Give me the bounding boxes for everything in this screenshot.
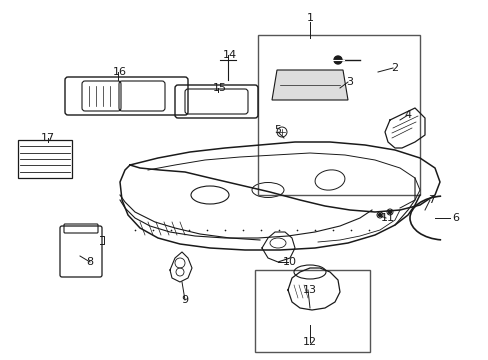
Text: 7: 7 [427, 195, 435, 205]
Bar [258, 35, 419, 195]
Text: 13: 13 [303, 285, 316, 295]
Bar [18, 140, 72, 178]
Circle shape [387, 211, 391, 213]
Text: 6: 6 [451, 213, 459, 223]
Text: 16: 16 [113, 67, 127, 77]
Text: 12: 12 [303, 337, 316, 347]
Text: 3: 3 [346, 77, 353, 87]
Circle shape [333, 56, 341, 64]
Text: 15: 15 [213, 83, 226, 93]
Text: 9: 9 [181, 295, 188, 305]
Text: 8: 8 [86, 257, 93, 267]
Text: 14: 14 [223, 50, 237, 60]
Circle shape [378, 213, 381, 216]
Polygon shape [271, 70, 347, 100]
Text: 1: 1 [306, 13, 313, 23]
Text: 17: 17 [41, 133, 55, 143]
Text: 4: 4 [404, 110, 411, 120]
Text: 2: 2 [390, 63, 398, 73]
Text: 11: 11 [380, 213, 394, 223]
Bar [254, 270, 369, 352]
Text: 10: 10 [283, 257, 296, 267]
Text: 5: 5 [274, 125, 281, 135]
